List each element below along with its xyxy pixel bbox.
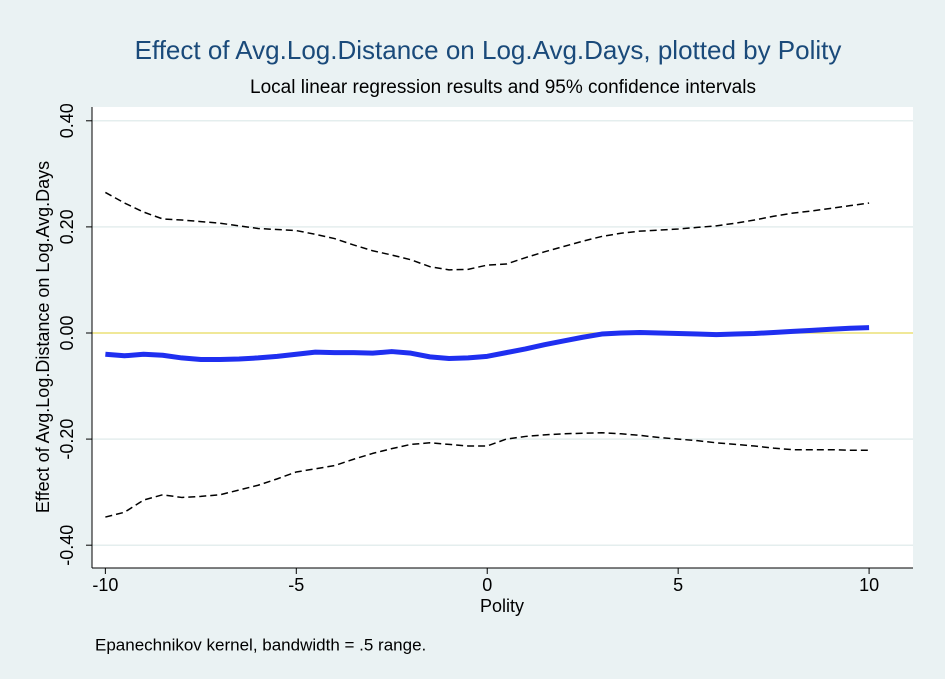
y-tick-label: 0.40 (57, 103, 77, 138)
chart-title: Effect of Avg.Log.Distance on Log.Avg.Da… (135, 35, 842, 65)
x-tick-label: 10 (859, 575, 879, 595)
y-tick-label: 0.00 (57, 315, 77, 350)
x-tick-label: 0 (482, 575, 492, 595)
y-axis-title: Effect of Avg.Log.Distance on Log.Avg.Da… (33, 161, 53, 513)
x-tick-label: -10 (92, 575, 118, 595)
plot-area (92, 107, 913, 568)
note: Epanechnikov kernel, bandwidth = .5 rang… (95, 635, 426, 654)
chart-subtitle: Local linear regression results and 95% … (250, 77, 756, 98)
x-axis-title: Polity (480, 596, 524, 616)
series-line (105, 431, 870, 518)
y-tick-label: 0.20 (57, 209, 77, 244)
y-tick-label: -0.40 (57, 525, 77, 566)
series-line (105, 325, 870, 363)
x-tick-label: -5 (288, 575, 304, 595)
y-tick-label: -0.20 (57, 419, 77, 460)
x-tick-label: 5 (673, 575, 683, 595)
series-line (105, 191, 870, 271)
